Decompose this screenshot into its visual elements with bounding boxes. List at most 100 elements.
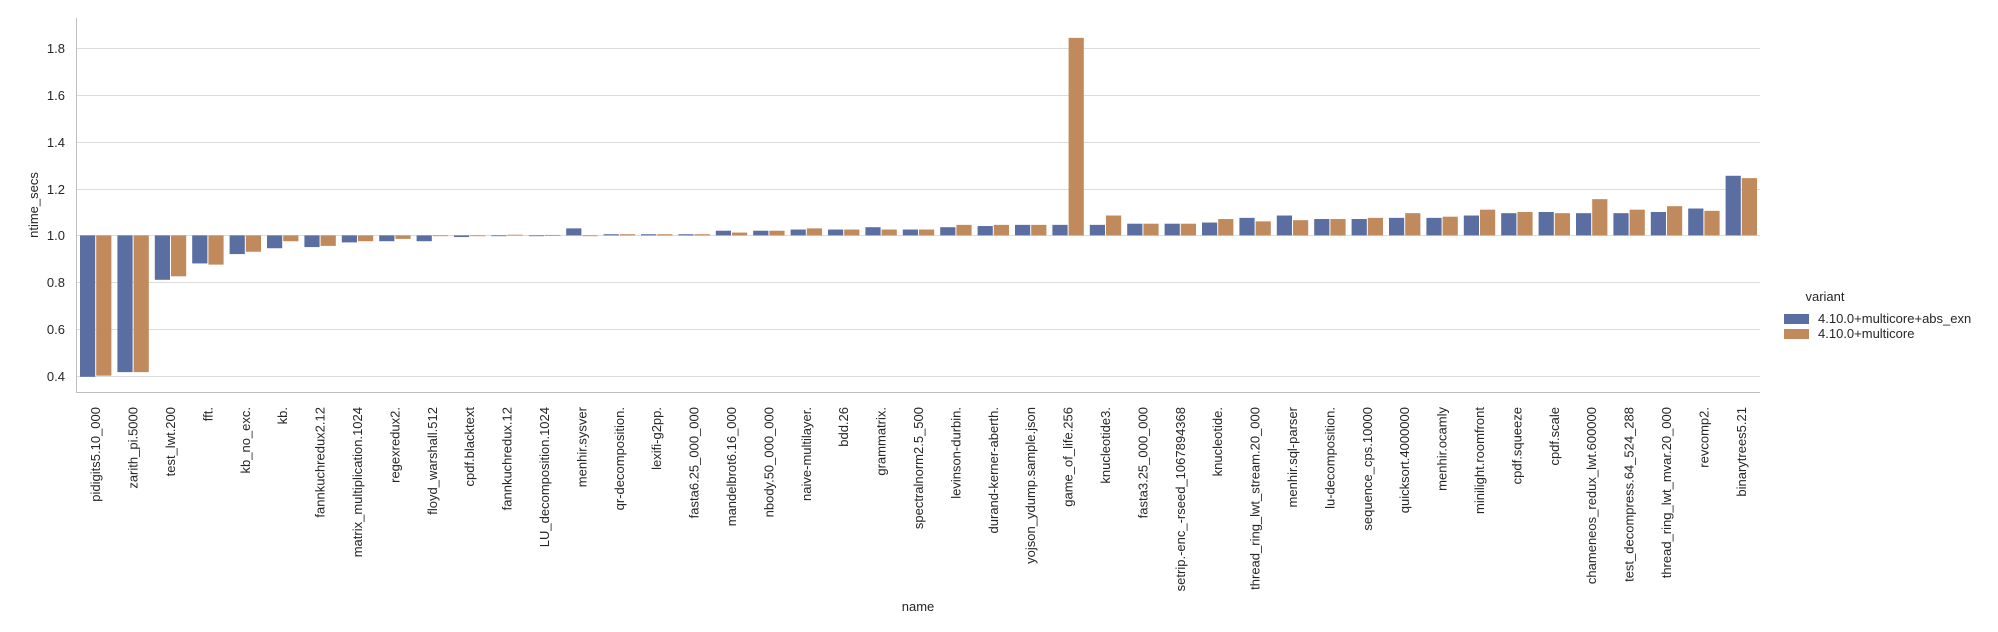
bar [507,234,523,236]
x-tick-label: knucleotide3. [1098,407,1113,484]
x-axis-title: name [902,599,935,614]
x-tick-label: fasta3.25_000_000 [1135,407,1150,518]
bar [956,224,972,236]
bar [341,235,357,243]
bar [694,234,710,236]
bar [1704,210,1720,236]
bar [1538,212,1554,236]
x-tick-label: kb_no_exc. [238,407,253,474]
x-tick-label: durand-kerner-aberth. [986,407,1001,533]
x-tick-label: fannkuchredux2.12 [313,407,328,518]
bar [865,227,881,236]
bar [1501,213,1517,236]
x-tick-label: cpdf.scale [1547,407,1562,466]
x-tick-label: bdd.26 [836,407,851,447]
bar [1218,219,1234,236]
bar [1629,209,1645,236]
x-tick-label: menhir.ocamly [1435,407,1450,491]
bar [1255,221,1271,236]
bar [545,234,561,236]
bar [657,234,673,236]
bar [245,235,261,252]
y-tick-label: 0.4 [47,369,65,384]
bar [1650,212,1666,236]
bar [80,235,96,377]
bar [1576,213,1592,236]
legend-label: 4.10.0+multicore+abs_exn [1818,311,1971,326]
x-tick-label: zarith_pi.5000 [126,407,141,489]
x-tick-label: nbody.50_000_000 [761,407,776,517]
bar [1351,219,1367,236]
bar [769,230,785,236]
bar [919,229,935,236]
bar [619,234,635,236]
bar [96,235,112,376]
bar [806,228,822,236]
bar [1089,224,1105,236]
bar [304,235,320,248]
bar [993,224,1009,236]
bar [902,229,918,236]
bar [1725,175,1741,236]
bar [1068,37,1084,236]
y-tick-label: 0.6 [47,322,65,337]
bar [715,230,731,236]
x-tick-label: cpdf.blacktext [462,407,477,487]
bar [229,235,245,255]
bar [432,235,448,237]
y-tick-label: 1.2 [47,182,65,197]
legend-swatch [1784,329,1809,339]
x-tick-label: fft. [200,407,215,421]
y-tick-label: 1.4 [47,135,65,150]
bar [977,226,993,236]
bar [1554,213,1570,236]
bar [1592,199,1608,236]
grid-lines [77,48,1760,377]
bar [753,230,769,236]
bar [1031,224,1047,236]
axes [76,18,1760,393]
x-tick-label: yojson_ydump.sample.json [1023,407,1038,564]
bar [470,235,486,237]
x-tick-labels: pidigits5.10_000 zarith_pi.5000 test_lwt.2… [88,406,1749,591]
bar [208,235,224,265]
bar [1405,213,1421,236]
bar [641,234,657,236]
bar [678,234,694,236]
bar [582,235,598,237]
bar [1293,220,1309,236]
bar [154,235,170,280]
x-tick-label: LU_decomposition.1024 [537,407,552,547]
bar [566,228,582,236]
x-tick-label: spectralnorm2.5_500 [911,407,926,529]
bar [1239,217,1255,236]
bar [881,229,897,236]
bar [1688,208,1704,236]
y-tick-label: 1.6 [47,88,65,103]
bar [395,235,411,239]
bar [1330,219,1346,236]
bar [1180,223,1196,236]
bar [1389,217,1405,236]
bar [1127,223,1143,236]
x-tick-label: mandelbrot6.16_000 [724,407,739,526]
bar [1613,213,1629,236]
bar [940,227,956,236]
bar [416,235,432,242]
bar [1426,217,1442,236]
x-tick-label: cpdf.squeeze [1509,407,1524,484]
x-tick-label: levinson-durbin. [948,407,963,499]
bar [1164,223,1180,236]
bar [267,235,283,249]
x-tick-label: qr-decomposition. [612,407,627,510]
x-tick-label: test_lwt.200 [163,407,178,476]
bar [1276,215,1292,236]
x-tick-label: menhir.sql-parser [1285,406,1300,507]
bar [1741,178,1757,236]
x-tick-label: sequence_cps.10000 [1360,407,1375,531]
y-tick-label: 0.8 [47,275,65,290]
bar [454,235,470,238]
x-tick-label: menhir.sysver [574,406,589,487]
x-tick-label: knucleotide. [1210,407,1225,476]
bar [603,234,619,236]
